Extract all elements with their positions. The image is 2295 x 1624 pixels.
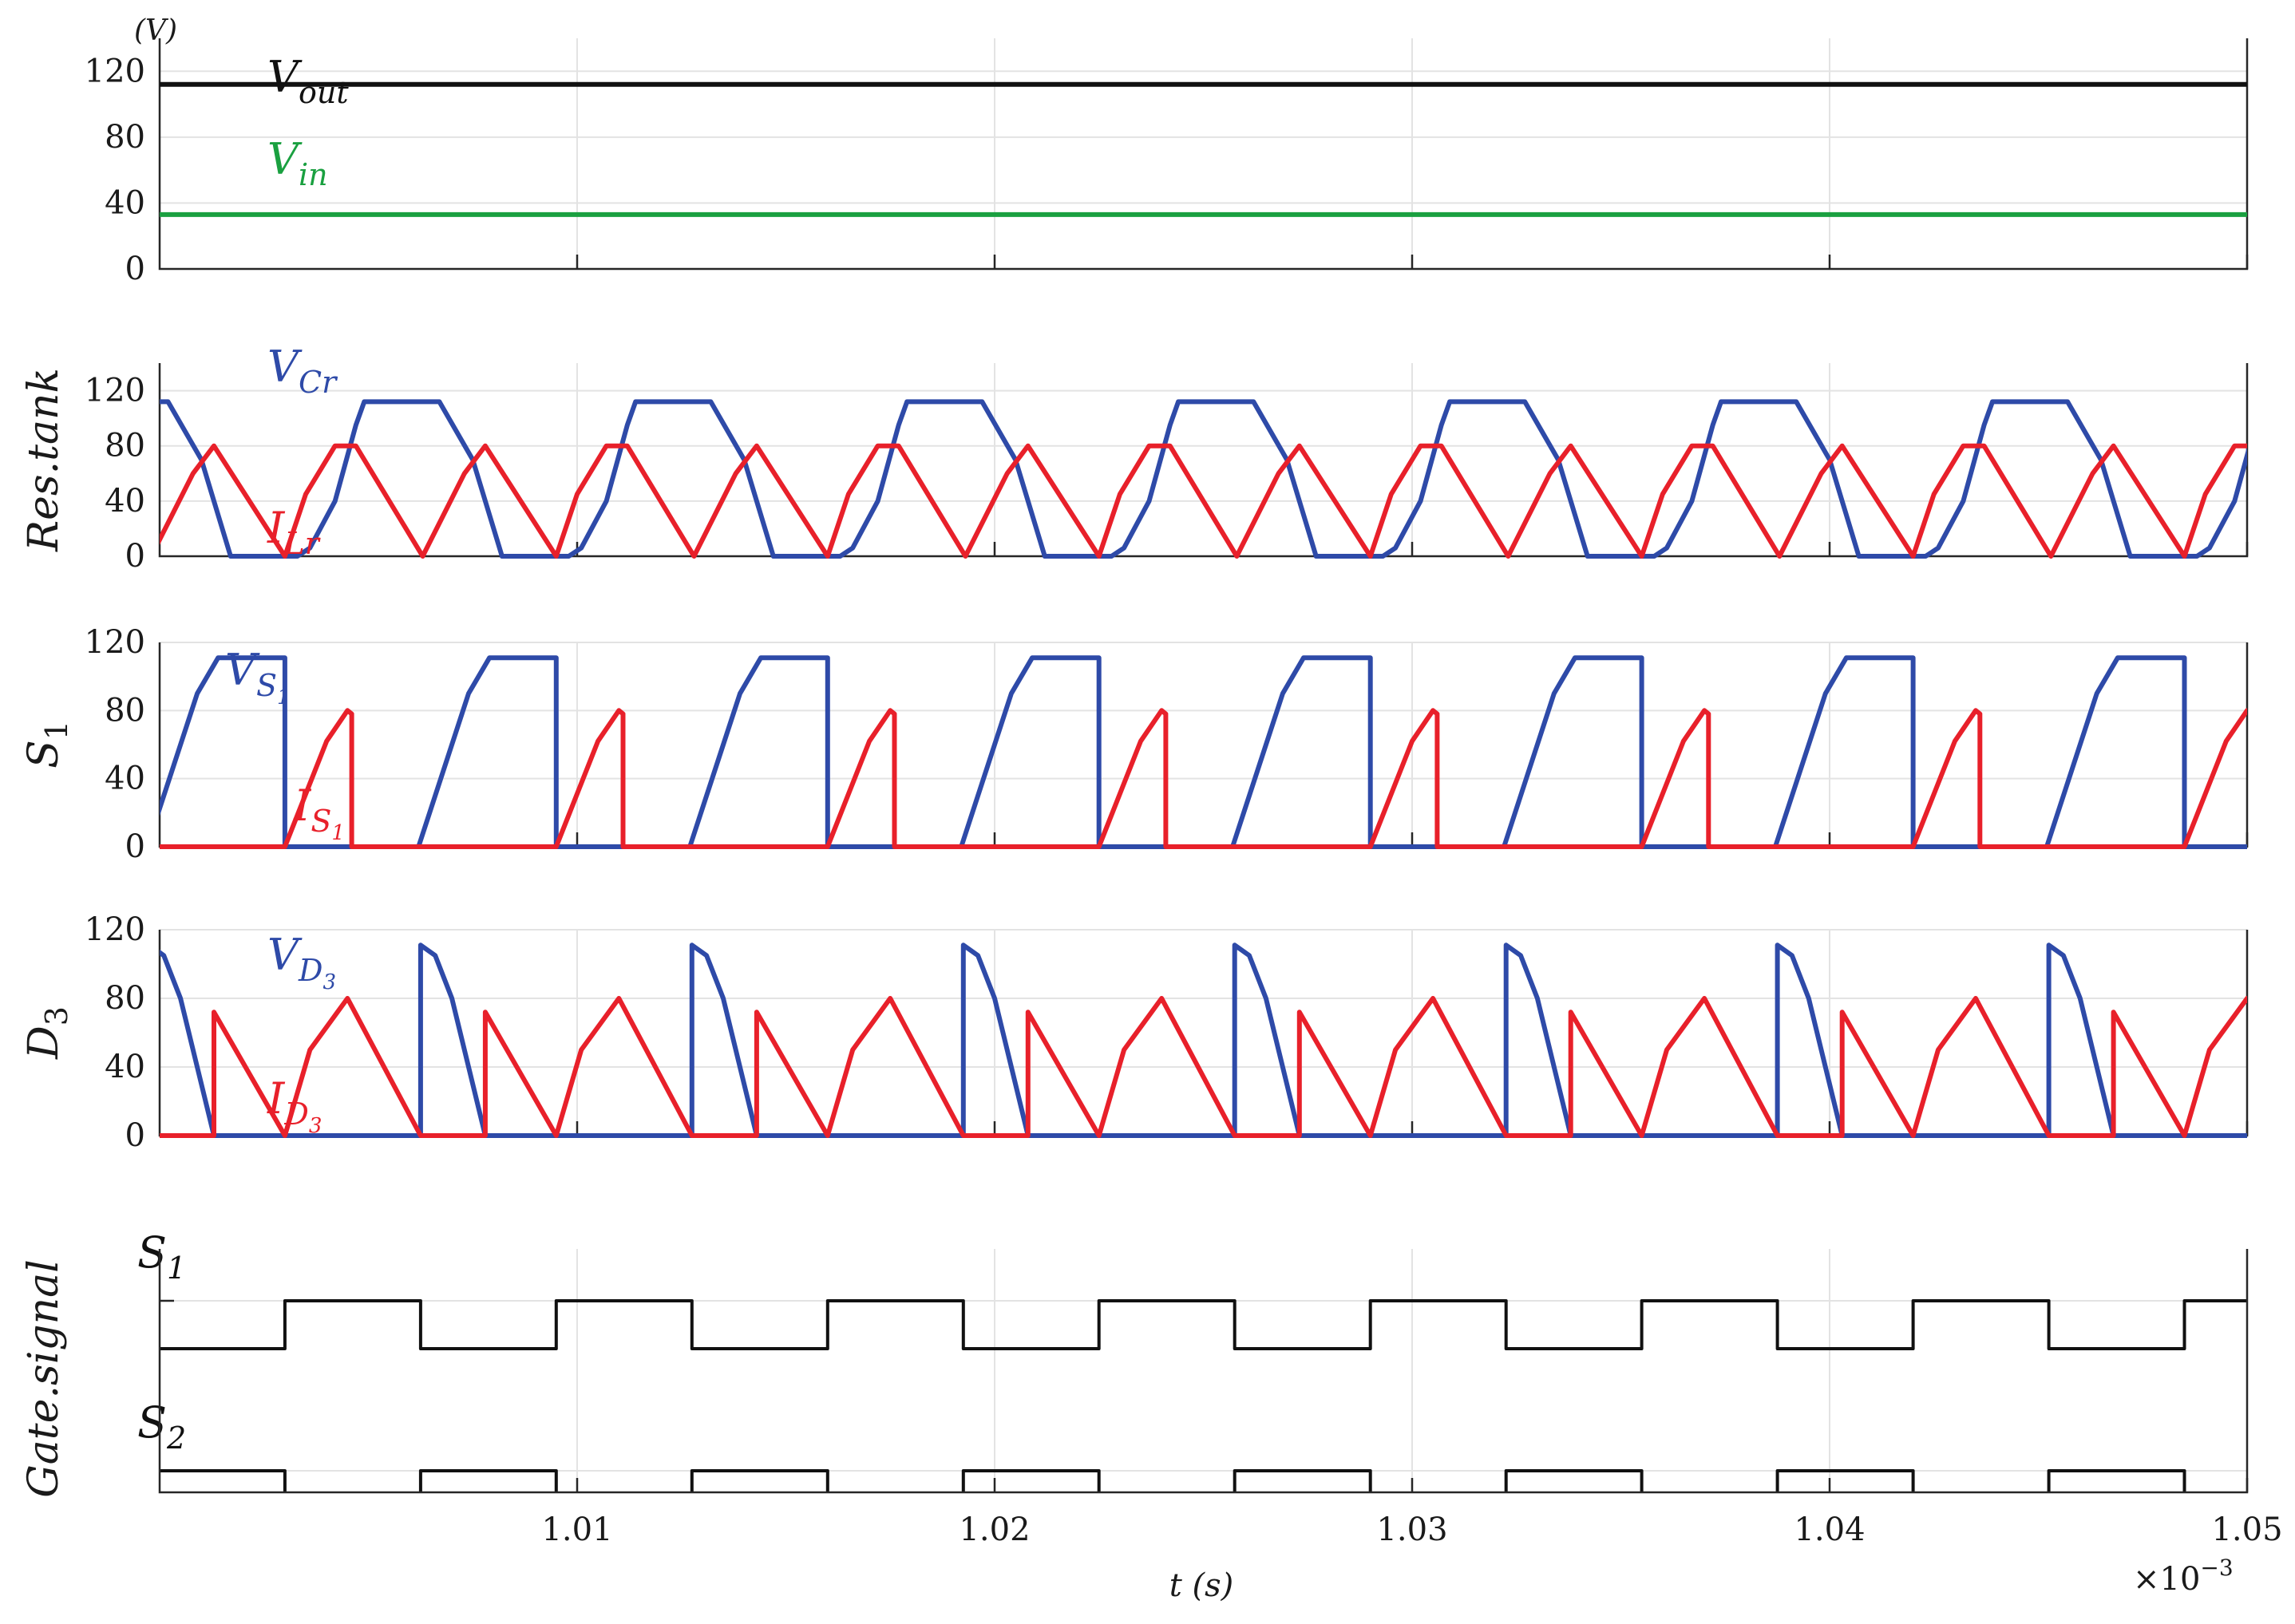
y-tick-label: 0 [125,828,145,865]
y-tick-label: 80 [105,980,145,1017]
axis-frame [158,1249,2249,1494]
y-tick-label: 120 [85,911,145,948]
series-label-V_out: Vout [267,52,349,110]
series-I_S1 [160,708,2247,849]
x-tick-label: 1.05 [2211,1511,2282,1548]
panel-4: 0 40 80 120 VD3 ID3 D3 [20,911,2249,1154]
y-tick-label: 0 [125,538,145,575]
y-tick-label: 120 [85,624,145,661]
x-axis-label: t (s) [1169,1567,1234,1604]
series-label-S1: S1 [137,1227,186,1286]
series-label-V_D3: VD3 [267,930,336,994]
svg-text:×10−3: ×10−3 [2133,1555,2234,1598]
y-axis-label: S1 [20,721,74,769]
series-label-V_in: Vin [267,134,328,192]
x-tick-label: 1.01 [541,1511,612,1548]
series-I_D3 [160,996,2247,1138]
y-tick-label: 80 [105,119,145,156]
y-axis-label: D3 [20,1006,74,1060]
y-tick-label: 120 [85,53,145,89]
x-multiplier: ×10−3 [2133,1555,2234,1598]
series-label-S2: S2 [137,1397,186,1456]
panel-2: 0 40 80 120 VCr ILr Res.tank [20,342,2249,575]
y-tick-label: 40 [105,184,145,221]
y-tick-label: 40 [105,483,145,520]
series-S2 [160,1469,2186,1492]
x-tick-label: 1.04 [1794,1511,1865,1548]
series-S1 [160,1299,2247,1350]
axis-frame [158,930,2249,1137]
series-label-I_S1: IS1 [293,780,345,845]
axis-frame [158,642,2249,848]
y-tick-label: 80 [105,692,145,729]
series-label-I_D3: ID3 [267,1073,322,1138]
y-tick-label: 40 [105,761,145,797]
y-tick-label: 120 [85,373,145,409]
x-tick-label: 1.02 [959,1511,1030,1548]
y-axis-label: Res.tank [20,368,68,552]
y-tick-label: 40 [105,1049,145,1085]
unit-label: (V) [134,14,177,47]
series-V_Cr [160,399,2247,559]
axis-frame [158,38,2249,271]
panel-1: 0 40 80 120 Vout Vin [85,38,2249,287]
series-label-V_S1: VS1 [225,645,291,709]
panel-5: S1 S2 Gate.signal 1.01 1.02 1.03 1.04 1.05 [20,1227,2283,1548]
y-tick-label: 0 [125,251,145,287]
series-I_Lr [160,443,2247,559]
series-label-V_Cr: VCr [267,342,338,400]
y-tick-label: 0 [125,1117,145,1154]
y-tick-label: 80 [105,428,145,464]
x-tick-label: 1.03 [1376,1511,1447,1548]
series-label-I_Lr: ILr [267,503,322,561]
panel-3: 0 40 80 120 VS1 IS1 S1 [20,624,2249,865]
y-axis-label: Gate.signal [20,1259,68,1497]
series-V_D3 [160,942,2247,1138]
plots: 0 40 80 120 Vout Vin 0 40 80 120 VCr ILr Res.tank 0 40… [20,38,2283,1548]
